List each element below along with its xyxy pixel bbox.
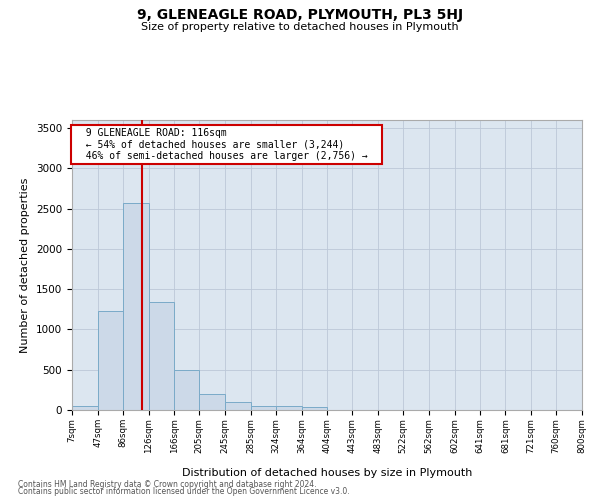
Y-axis label: Number of detached properties: Number of detached properties [20,178,31,352]
Bar [98,311,123,410]
Bar [302,407,328,410]
Bar [225,402,251,410]
Bar [72,406,98,410]
Text: Contains HM Land Registry data © Crown copyright and database right 2024.: Contains HM Land Registry data © Crown c… [18,480,317,489]
Text: 9 GLENEAGLE ROAD: 116sqm  
  ← 54% of detached houses are smaller (3,244)  
  46: 9 GLENEAGLE ROAD: 116sqm ← 54% of detach… [74,128,379,162]
Bar [199,394,225,410]
Bar [149,302,174,410]
Bar [174,370,199,410]
Text: Contains public sector information licensed under the Open Government Licence v3: Contains public sector information licen… [18,487,350,496]
Text: Size of property relative to detached houses in Plymouth: Size of property relative to detached ho… [141,22,459,32]
Bar [276,406,302,410]
Text: Distribution of detached houses by size in Plymouth: Distribution of detached houses by size … [182,468,472,477]
Bar [123,203,149,410]
Text: 9, GLENEAGLE ROAD, PLYMOUTH, PL3 5HJ: 9, GLENEAGLE ROAD, PLYMOUTH, PL3 5HJ [137,8,463,22]
Bar [251,406,276,410]
